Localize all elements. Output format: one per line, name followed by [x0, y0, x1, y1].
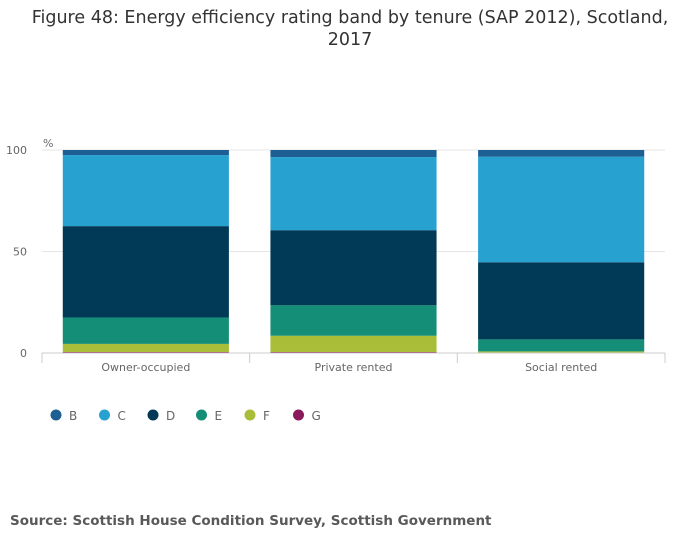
bar-segment-e[interactable]: [270, 305, 437, 336]
legend-label-f[interactable]: F: [263, 409, 270, 423]
legend-label-c[interactable]: C: [118, 409, 126, 423]
bar-segment-d[interactable]: [478, 262, 645, 340]
bar-segment-c[interactable]: [270, 157, 437, 231]
bar-segment-f[interactable]: [478, 351, 645, 353]
source-note: Source: Scottish House Condition Survey,…: [10, 513, 492, 529]
y-axis-label: %: [43, 137, 53, 150]
bar-segment-c[interactable]: [478, 156, 645, 263]
bar-segment-e[interactable]: [62, 317, 229, 344]
x-tick-label: Owner-occupied: [101, 361, 190, 374]
bar-segment-d[interactable]: [62, 226, 229, 318]
chart-title: Figure 48: Energy efficiency rating band…: [31, 8, 669, 50]
x-tick-label: Social rented: [525, 361, 597, 374]
bar-segment-f[interactable]: [62, 343, 229, 352]
legend-label-d[interactable]: D: [166, 409, 175, 423]
legend-swatch-e[interactable]: [196, 409, 207, 421]
y-tick-label: 0: [20, 347, 27, 360]
bar-segment-e[interactable]: [478, 339, 645, 352]
y-tick-label: 50: [13, 246, 27, 259]
legend-swatch-f[interactable]: [244, 409, 256, 421]
legend-label-b[interactable]: B: [69, 409, 77, 423]
bar-segment-c[interactable]: [62, 155, 229, 227]
bar-segment-g[interactable]: [270, 351, 437, 353]
bar-segment-f[interactable]: [270, 335, 437, 352]
legend-swatch-b[interactable]: [50, 409, 62, 421]
bar-segment-b[interactable]: [270, 150, 437, 158]
y-tick-label: 100: [6, 144, 27, 157]
legend-swatch-g[interactable]: [293, 409, 304, 421]
bar-segment-g[interactable]: [62, 351, 229, 353]
bar-segment-b[interactable]: [478, 150, 645, 157]
legend-swatch-c[interactable]: [99, 409, 110, 421]
legend-label-e[interactable]: E: [215, 409, 223, 423]
legend-swatch-d[interactable]: [147, 409, 159, 421]
bar-segment-b[interactable]: [62, 150, 229, 156]
x-tick-label: Private rented: [315, 361, 393, 374]
legend-label-g[interactable]: G: [312, 409, 321, 423]
bar-segment-d[interactable]: [270, 230, 437, 306]
